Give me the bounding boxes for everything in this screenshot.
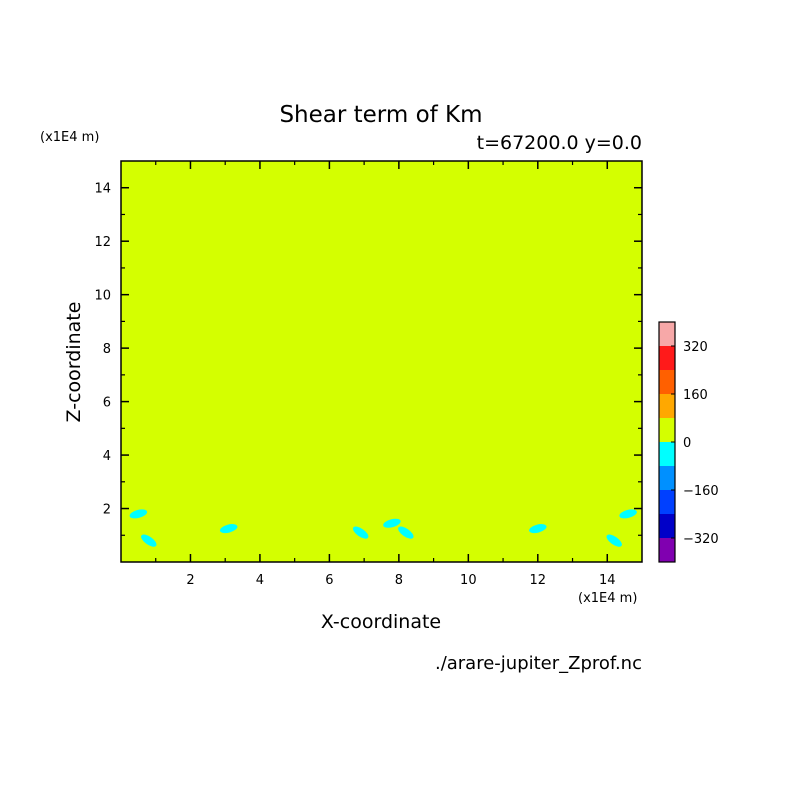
y-axis-title: Z-coordinate [63,302,85,423]
colorbar-swatch [659,322,675,346]
x-tick-label: 2 [186,573,194,588]
x-tick-label: 8 [395,573,403,588]
negative-region [619,509,637,519]
colorbar-swatch [659,490,675,514]
chart-title: Shear term of Km [279,102,482,128]
x-tick-label: 12 [530,573,547,588]
background-field [121,161,642,562]
y-tick-label: 12 [94,235,111,250]
colorbar-swatch [659,514,675,538]
x-axis-title: X-coordinate [321,611,441,633]
colorbar-swatch [659,418,675,442]
y-tick-label: 14 [94,182,111,197]
y-tick-label: 10 [94,289,111,304]
colorbar-tick-label: −160 [683,484,719,499]
colorbar-swatch [659,370,675,394]
negative-region [606,534,622,547]
x-axis-ticks: 2 4 6 8 10 12 14 [155,161,616,588]
negative-region [529,524,547,534]
negative-region [352,526,369,539]
colorbar-swatch [659,538,675,562]
colorbar-tick-label: −320 [683,532,719,547]
colorbar-tick-label: 0 [683,436,691,451]
colorbar-swatch [659,442,675,466]
negative-region [383,518,401,528]
colorbar-swatch [659,394,675,418]
y-tick-label: 4 [103,449,111,464]
colorbar: 320 160 0 −160 −320 [658,321,719,563]
negative-regions [129,509,637,547]
colorbar-swatch [659,346,675,370]
x-tick-label: 4 [256,573,264,588]
y-unit-label: (x1E4 m) [40,130,99,145]
y-tick-label: 2 [103,503,111,518]
negative-region [129,509,148,519]
source-file-label: ./arare-jupiter_Zprof.nc [435,653,642,674]
colorbar-tick-label: 320 [683,340,708,355]
x-tick-label: 10 [460,573,477,588]
x-tick-label: 6 [325,573,333,588]
colorbar-swatch [659,466,675,490]
plot-area [121,161,642,562]
negative-region [141,534,157,547]
x-tick-label: 14 [599,573,616,588]
y-tick-label: 8 [103,342,111,357]
y-axis-ticks: 2 4 6 8 10 12 14 [94,182,642,536]
y-tick-label: 6 [103,396,111,411]
colorbar-tick-label: 160 [683,388,708,403]
negative-region [398,526,414,539]
x-unit-label: (x1E4 m) [578,591,637,606]
negative-region [219,524,238,534]
plot-frame [120,160,643,563]
chart-subtitle: t=67200.0 y=0.0 [477,132,642,154]
